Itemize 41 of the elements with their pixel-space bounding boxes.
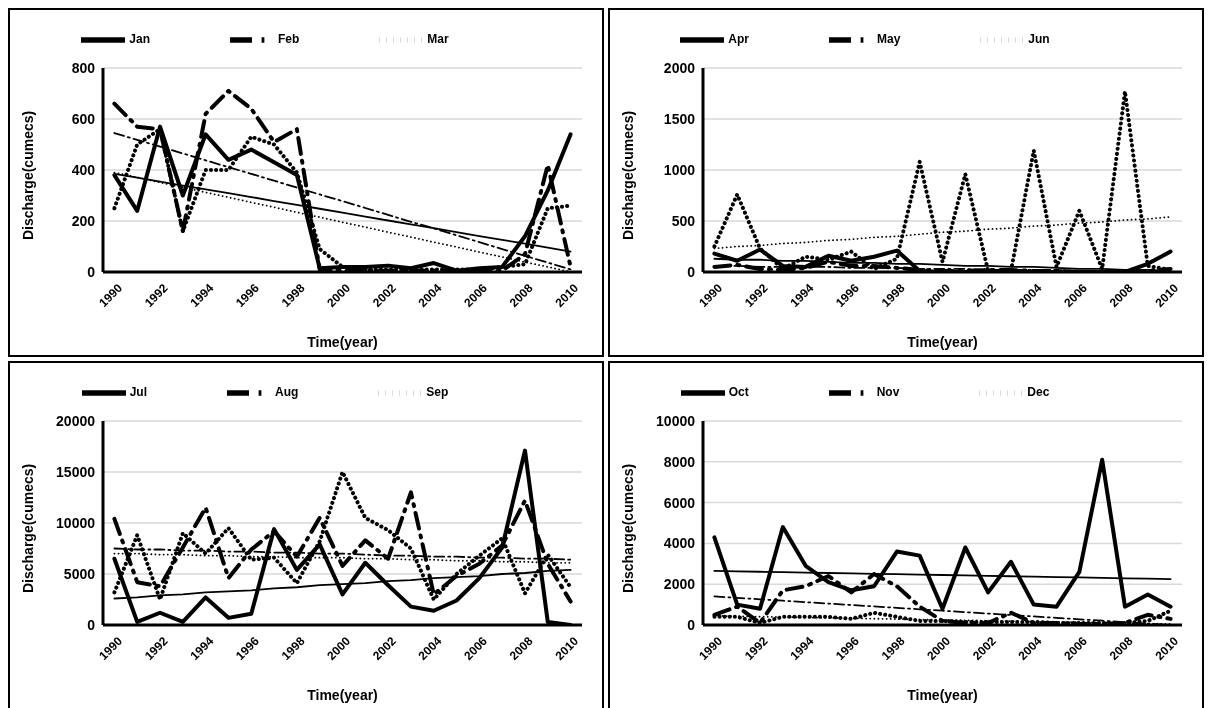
y-tick-label: 10000 [656, 412, 696, 429]
y-tick-label: 0 [87, 616, 96, 633]
legend-label: Jul [129, 385, 147, 400]
y-tick-label: 4000 [663, 535, 696, 552]
x-axis-title: Time(year) [307, 687, 378, 703]
legend-label: Aug [275, 385, 299, 400]
y-tick-label: 10000 [56, 514, 96, 531]
y-tick-label: 1000 [663, 161, 696, 178]
y-tick-label: 6000 [663, 494, 696, 511]
y-tick-label: 600 [71, 110, 96, 127]
y-tick-label: 500 [671, 212, 696, 229]
y-tick-label: 1500 [663, 110, 696, 127]
y-tick-label: 0 [687, 263, 696, 280]
y-tick-label: 0 [687, 616, 696, 633]
y-tick-label: 5000 [63, 565, 96, 582]
y-tick-label: 200 [71, 212, 96, 229]
x-axis-title: Time(year) [307, 334, 378, 350]
legend-label: May [876, 32, 901, 47]
y-tick-label: 800 [71, 59, 96, 76]
legend-label: Jun [1028, 32, 1050, 47]
legend-label: Mar [427, 32, 449, 47]
x-axis-title: Time(year) [907, 687, 978, 703]
y-tick-label: 400 [71, 161, 96, 178]
legend-label: Feb [278, 32, 300, 47]
y-axis-title: Discharge(cumecs) [619, 463, 636, 593]
y-axis-title: Discharge(cumecs) [19, 463, 36, 593]
x-axis-title: Time(year) [907, 334, 978, 350]
y-tick-label: 2000 [663, 59, 696, 76]
legend-label: Dec [1027, 385, 1050, 400]
legend-label: Nov [876, 385, 900, 400]
y-tick-label: 8000 [663, 453, 696, 470]
y-axis-title: Discharge(cumecs) [19, 110, 36, 240]
y-tick-label: 20000 [56, 412, 96, 429]
legend-label: Apr [728, 32, 749, 47]
legend-label: Jan [129, 32, 150, 47]
y-axis-title: Discharge(cumecs) [619, 110, 636, 240]
y-tick-label: 0 [87, 263, 96, 280]
legend-label: Oct [728, 385, 749, 400]
y-tick-label: 2000 [663, 576, 696, 593]
y-tick-label: 15000 [56, 463, 96, 480]
legend-label: Sep [426, 385, 449, 400]
